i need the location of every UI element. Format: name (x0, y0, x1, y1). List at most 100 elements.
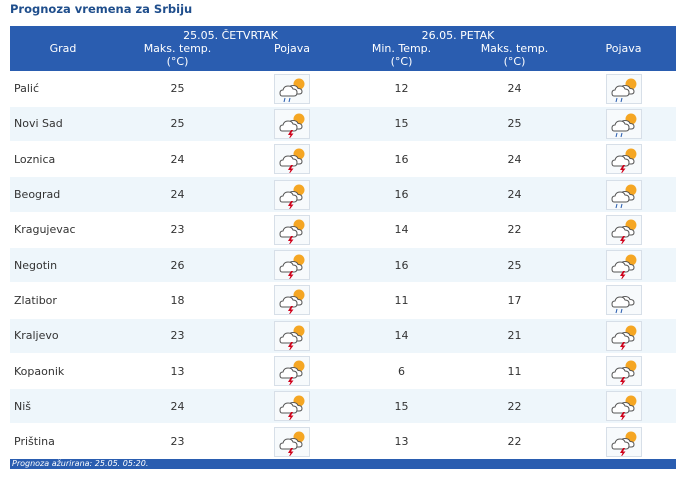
day2-max-temp: 24 (458, 176, 571, 213)
table-row: Kragujevac 23 14 22 (10, 211, 676, 248)
day2-min-temp: 12 (345, 70, 458, 107)
weather-cell (239, 317, 345, 354)
day2-max-temp: 22 (458, 211, 571, 248)
table-row: Kraljevo 23 14 21 (10, 317, 676, 354)
cloud-sun-rain-icon (274, 73, 310, 104)
day1-max-temp: 25 (116, 105, 239, 143)
day1-max-temp: 24 (116, 388, 239, 425)
weather-cell (571, 388, 676, 425)
day2-min-temp: 16 (345, 246, 458, 284)
city-name: Novi Sad (10, 105, 116, 143)
weather-cell (239, 423, 345, 460)
header-day2-min: 26.05. PETAK Min. Temp. (°C) (345, 26, 494, 71)
table-header-row: Grad 25.05. ČETVRTAK Maks. temp. (°C) Po… (10, 26, 676, 71)
weather-cell (571, 352, 676, 390)
day2-max-temp: 25 (458, 105, 571, 143)
table-row: Niš 24 15 22 (10, 388, 676, 425)
day2-min-temp: 15 (345, 388, 458, 425)
weather-cell (571, 423, 676, 460)
day2-max-temp: 22 (458, 423, 571, 460)
header-day1-pojava: Pojava (239, 26, 345, 71)
cloud-sun-rain-icon (605, 179, 642, 210)
thunderstorm-sun-icon (274, 214, 310, 245)
weather-cell (571, 282, 676, 319)
thunderstorm-sun-icon (274, 285, 310, 316)
cloud-rain-icon (605, 285, 642, 316)
header-day2-date: 26.05. PETAK (421, 29, 495, 42)
day1-max-temp: 25 (116, 70, 239, 107)
weather-cell (571, 70, 676, 107)
thunderstorm-sun-icon (274, 391, 310, 422)
table-row: Beograd 24 16 24 (10, 176, 676, 213)
weather-cell (571, 105, 676, 143)
table-row: Zlatibor 18 11 17 (10, 282, 676, 319)
table-row: Kopaonik 13 6 11 (10, 352, 676, 390)
day2-min-temp: 15 (345, 105, 458, 143)
day1-max-temp: 23 (116, 317, 239, 354)
thunderstorm-sun-icon (605, 144, 642, 175)
weather-cell (239, 352, 345, 390)
weather-cell (571, 211, 676, 248)
day2-max-temp: 24 (458, 141, 571, 178)
update-footer: Prognoza ažurirana: 25.05. 05:20. (10, 459, 676, 469)
day2-max-temp: 17 (458, 282, 571, 319)
city-name: Palić (10, 70, 116, 107)
day2-max-temp: 21 (458, 317, 571, 354)
city-name: Niš (10, 388, 116, 425)
weather-cell (239, 246, 345, 284)
thunderstorm-sun-icon (274, 144, 310, 175)
city-name: Loznica (10, 141, 116, 178)
thunderstorm-sun-icon (274, 426, 310, 457)
day2-min-temp: 13 (345, 423, 458, 460)
city-name: Zlatibor (10, 282, 116, 319)
weather-cell (571, 246, 676, 284)
thunderstorm-sun-icon (605, 214, 642, 245)
city-name: Priština (10, 423, 116, 460)
day1-max-temp: 23 (116, 211, 239, 248)
weather-cell (239, 211, 345, 248)
thunderstorm-sun-icon (274, 356, 310, 387)
cloud-sun-rain-icon (605, 108, 642, 139)
day1-max-temp: 13 (116, 352, 239, 390)
day2-min-temp: 14 (345, 317, 458, 354)
day2-min-temp: 16 (345, 141, 458, 178)
header-day2-max: Maks. temp. (°C) (458, 26, 571, 71)
city-name: Kopaonik (10, 352, 116, 390)
day2-max-temp: 24 (458, 70, 571, 107)
weather-cell (571, 317, 676, 354)
weather-cell (571, 176, 676, 213)
table-row: Priština 23 13 22 (10, 423, 676, 460)
day1-max-temp: 24 (116, 141, 239, 178)
weather-cell (239, 70, 345, 107)
day1-max-temp: 18 (116, 282, 239, 319)
day1-max-temp: 24 (116, 176, 239, 213)
city-name: Negotin (10, 246, 116, 284)
forecast-table: Grad 25.05. ČETVRTAK Maks. temp. (°C) Po… (10, 26, 676, 460)
day2-max-temp: 22 (458, 388, 571, 425)
day2-min-temp: 11 (345, 282, 458, 319)
table-row: Loznica 24 16 24 (10, 141, 676, 178)
weather-cell (239, 176, 345, 213)
city-name: Kragujevac (10, 211, 116, 248)
header-grad: Grad (10, 26, 116, 71)
day2-min-temp: 14 (345, 211, 458, 248)
table-row: Palić 25 12 24 (10, 70, 676, 107)
thunderstorm-sun-icon (274, 108, 310, 139)
thunderstorm-sun-icon (605, 250, 642, 281)
weather-cell (239, 105, 345, 143)
weather-cell (239, 388, 345, 425)
thunderstorm-sun-icon (274, 250, 310, 281)
table-row: Novi Sad 25 15 25 (10, 105, 676, 143)
day2-max-temp: 11 (458, 352, 571, 390)
table-row: Negotin 26 16 25 (10, 246, 676, 284)
thunderstorm-sun-icon (274, 320, 310, 351)
cloud-sun-rain-icon (605, 73, 642, 104)
day2-max-temp: 25 (458, 246, 571, 284)
city-name: Beograd (10, 176, 116, 213)
thunderstorm-sun-icon (605, 356, 642, 387)
thunderstorm-sun-icon (605, 391, 642, 422)
header-day1-date: 25.05. ČETVRTAK (183, 29, 278, 42)
day2-min-temp: 6 (345, 352, 458, 390)
thunderstorm-sun-icon (605, 426, 642, 457)
header-day1-max: 25.05. ČETVRTAK Maks. temp. (°C) (116, 26, 278, 71)
